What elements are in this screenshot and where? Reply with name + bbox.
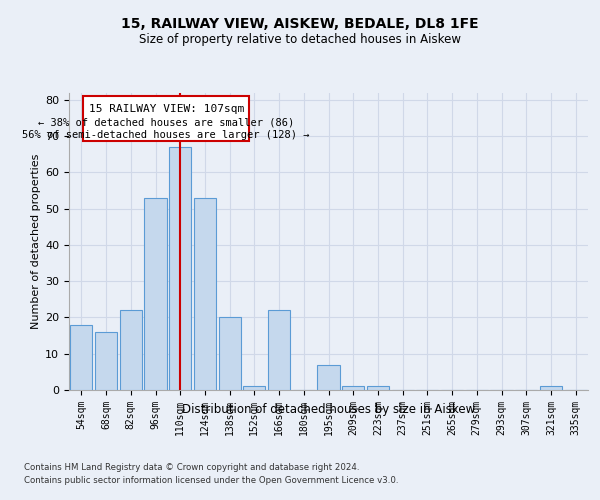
Text: Size of property relative to detached houses in Aiskew: Size of property relative to detached ho… — [139, 32, 461, 46]
Bar — [243, 386, 265, 390]
Text: 15, RAILWAY VIEW, AISKEW, BEDALE, DL8 1FE: 15, RAILWAY VIEW, AISKEW, BEDALE, DL8 1F… — [121, 18, 479, 32]
Bar — [367, 386, 389, 390]
FancyBboxPatch shape — [83, 96, 249, 142]
Bar — [268, 310, 290, 390]
Text: ← 38% of detached houses are smaller (86): ← 38% of detached houses are smaller (86… — [38, 118, 294, 128]
Text: Distribution of detached houses by size in Aiskew: Distribution of detached houses by size … — [182, 402, 475, 415]
Bar — [119, 310, 142, 390]
Bar — [95, 332, 117, 390]
Bar — [218, 318, 241, 390]
Text: 56% of semi-detached houses are larger (128) →: 56% of semi-detached houses are larger (… — [22, 130, 310, 140]
Bar — [194, 198, 216, 390]
Text: Contains HM Land Registry data © Crown copyright and database right 2024.: Contains HM Land Registry data © Crown c… — [24, 462, 359, 471]
Bar — [342, 386, 364, 390]
Bar — [70, 324, 92, 390]
Text: Contains public sector information licensed under the Open Government Licence v3: Contains public sector information licen… — [24, 476, 398, 485]
Bar — [169, 147, 191, 390]
Y-axis label: Number of detached properties: Number of detached properties — [31, 154, 41, 329]
Bar — [145, 198, 167, 390]
Bar — [317, 364, 340, 390]
Bar — [540, 386, 562, 390]
Text: 15 RAILWAY VIEW: 107sqm: 15 RAILWAY VIEW: 107sqm — [89, 104, 244, 114]
